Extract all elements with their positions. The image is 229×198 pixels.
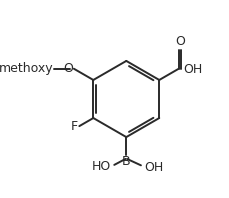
Text: O: O (174, 35, 184, 48)
Text: O: O (63, 62, 73, 75)
Text: methoxy: methoxy (0, 62, 53, 75)
Text: OH: OH (183, 63, 202, 76)
Text: OH: OH (143, 161, 162, 174)
Text: B: B (121, 155, 130, 168)
Text: HO: HO (91, 160, 110, 173)
Text: F: F (71, 120, 78, 133)
